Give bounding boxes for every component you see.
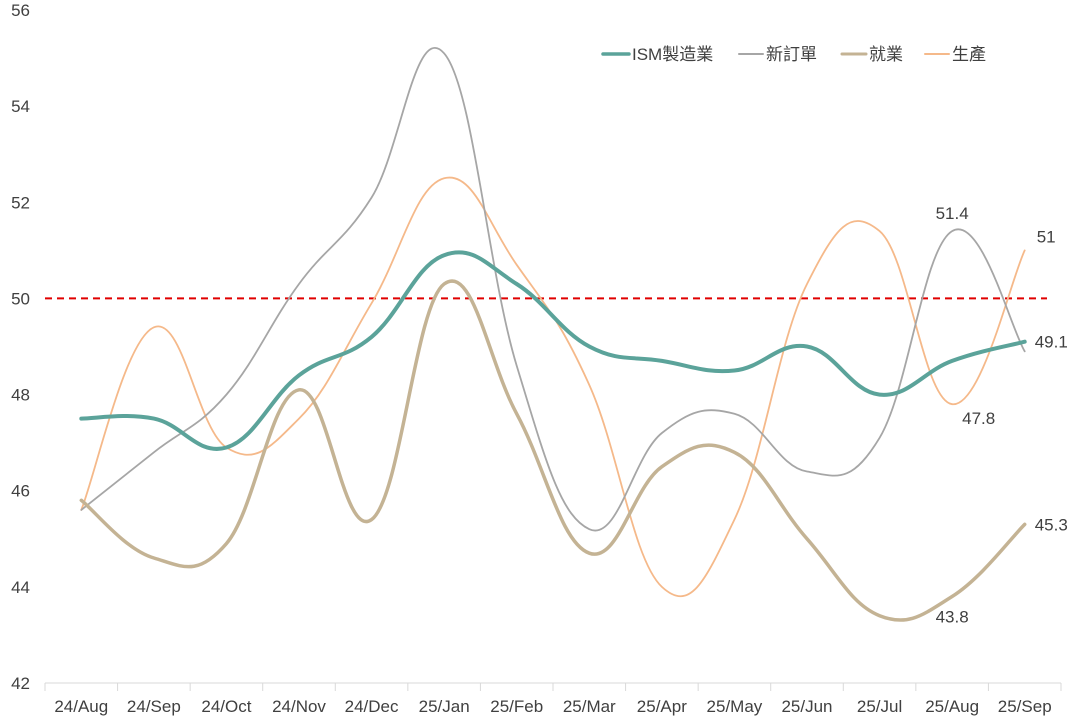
legend-label-1: 新訂單 xyxy=(766,45,817,64)
y-tick-label: 54 xyxy=(11,97,30,116)
series-line-2 xyxy=(79,279,1027,622)
legend: ISM製造業 新訂單 就業 生產 xyxy=(601,45,986,64)
x-tick-label: 24/Nov xyxy=(272,697,326,716)
y-tick-label: 48 xyxy=(11,386,30,405)
x-tick-label: 24/Sep xyxy=(127,697,181,716)
y-tick-label: 44 xyxy=(11,578,30,597)
y-axis: 42 44 46 48 50 52 54 56 xyxy=(11,1,30,693)
data-label: 43.8 xyxy=(936,607,969,626)
x-tick-label: 24/Aug xyxy=(54,697,108,716)
x-tick-label: 25/Aug xyxy=(925,697,979,716)
x-tick-label: 24/Oct xyxy=(201,697,251,716)
y-tick-label: 52 xyxy=(11,193,30,212)
series-line-3 xyxy=(80,176,1026,598)
data-label: 51.4 xyxy=(936,204,969,223)
data-label: 45.3 xyxy=(1035,515,1068,534)
x-tick-label: 25/Apr xyxy=(637,697,687,716)
x-tick-label: 25/Sep xyxy=(998,697,1052,716)
series-line-1 xyxy=(80,47,1026,532)
legend-label-2: 就業 xyxy=(869,45,903,64)
data-labels: 51.4 51 49.1 47.8 45.3 43.8 xyxy=(936,204,1068,626)
data-label: 51 xyxy=(1037,227,1056,246)
series-lines xyxy=(79,47,1027,622)
data-label: 49.1 xyxy=(1035,333,1068,352)
data-label: 47.8 xyxy=(962,409,995,428)
series-line-0 xyxy=(79,250,1027,451)
x-axis: 24/Aug 24/Sep 24/Oct 24/Nov 24/Dec 25/Jan 25/F… xyxy=(44,682,1062,716)
x-tick-label: 25/Feb xyxy=(490,697,543,716)
y-tick-label: 50 xyxy=(11,289,30,308)
y-tick-label: 46 xyxy=(11,482,30,501)
legend-label-3: 生產 xyxy=(952,45,986,64)
x-tick-label: 24/Dec xyxy=(345,697,399,716)
x-tick-label: 25/Jan xyxy=(419,697,470,716)
y-tick-label: 42 xyxy=(11,674,30,693)
x-tick-label: 25/Jul xyxy=(857,697,902,716)
x-tick-label: 25/Mar xyxy=(563,697,616,716)
y-tick-label: 56 xyxy=(11,1,30,20)
x-tick-label: 25/May xyxy=(707,697,763,716)
x-tick-label: 25/Jun xyxy=(781,697,832,716)
legend-label-0: ISM製造業 xyxy=(632,45,713,64)
